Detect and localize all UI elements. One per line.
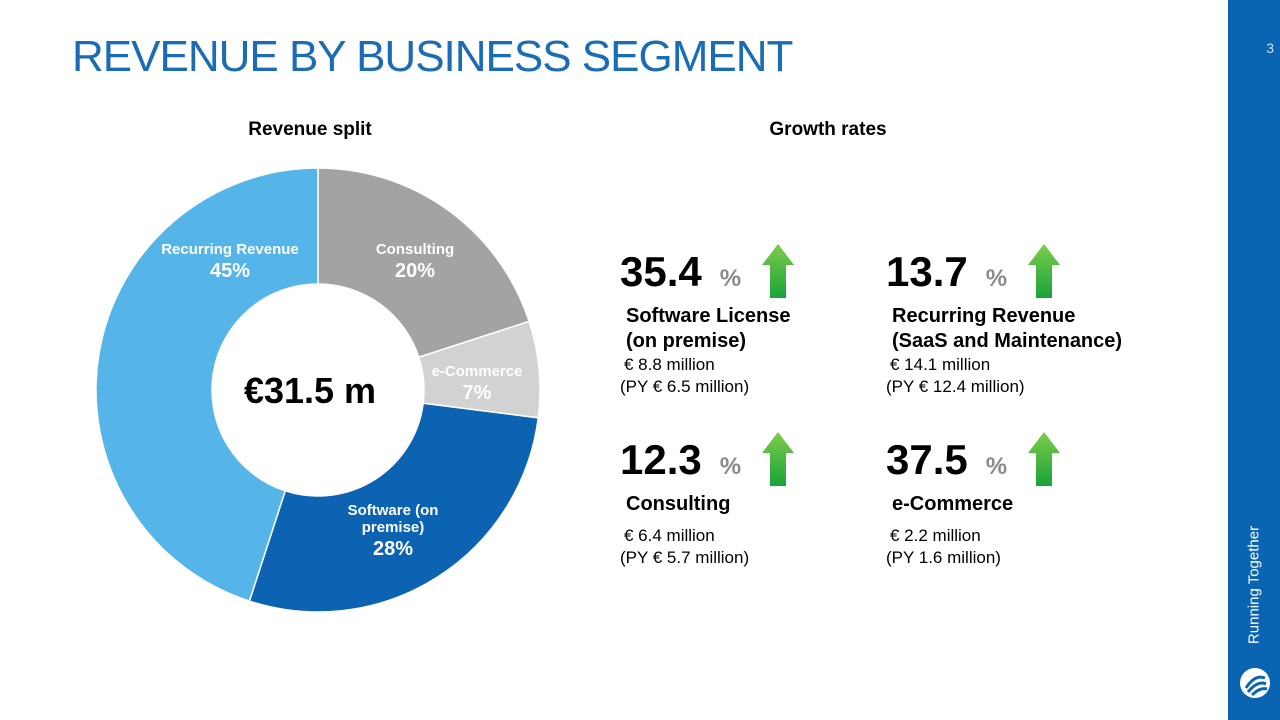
up-arrow [762,432,794,486]
growth-unit: % [985,453,1008,480]
slice-name: Software (on premise) [347,502,439,536]
growth-value: 12.3 [620,436,702,483]
chart-title: Revenue split [248,119,372,140]
growth-value: 13.7 [886,248,968,295]
segment-detail: € 14.1 million [890,355,991,374]
center-label: €31.5 m [243,370,377,411]
slice-label: e-Commerce 7% [422,363,532,406]
up-arrow [1028,244,1060,298]
growth-rate: 13.7% [886,248,1007,296]
segment-detail: € 2.2 million [890,526,981,545]
slide-title: REVENUE BY BUSINESS SEGMENT [72,32,793,81]
donut-chart [95,167,541,613]
up-arrow [762,244,794,298]
pie-slice [248,402,540,613]
slice-value: 28% [372,538,414,560]
growth-rate: 12.3% [620,436,741,484]
segment-name: (SaaS and Maintenance) [892,330,1123,352]
growth-value: 37.5 [886,436,968,483]
slice-name: e-Commerce [431,363,523,380]
slice-value: 7% [462,382,492,404]
segment-detail: (PY € 12.4 million) [886,377,1025,396]
growth-value: 35.4 [620,248,702,295]
segment-detail: € 8.8 million [624,355,715,374]
pie-slice [95,167,319,603]
segment-name: e-Commerce [892,493,1014,515]
slice-name: Recurring Revenue [161,241,299,258]
growth-rate: 37.5% [886,436,1007,484]
slice-value: 45% [209,260,251,282]
segment-detail: (PY € 5.7 million) [620,548,750,567]
growth-title: Growth rates [769,119,887,140]
segment-detail: (PY € 6.5 million) [620,377,750,396]
growth-unit: % [719,265,742,292]
slice-label: Recurring Revenue 45% [150,241,310,284]
tagline: Running Together [1245,525,1263,645]
slice-value: 20% [394,260,436,282]
segment-name: (on premise) [626,330,747,352]
growth-unit: % [719,453,742,480]
segment-name: Recurring Revenue [892,305,1076,327]
growth-rate: 35.4% [620,248,741,296]
segment-detail: (PY 1.6 million) [886,548,1001,567]
up-arrow [1028,432,1060,486]
growth-unit: % [985,265,1008,292]
segment-name: Software License [626,305,791,327]
logo [1240,668,1270,698]
side-bar [1228,0,1280,720]
slice-label: Consulting 20% [355,241,475,284]
segment-name: Consulting [626,493,731,515]
slice-label: Software (on premise) 28% [338,502,448,562]
segment-detail: € 6.4 million [624,526,715,545]
slice-name: Consulting [375,241,455,258]
page-number: 3 [1266,40,1274,56]
pie-slice [317,167,531,359]
